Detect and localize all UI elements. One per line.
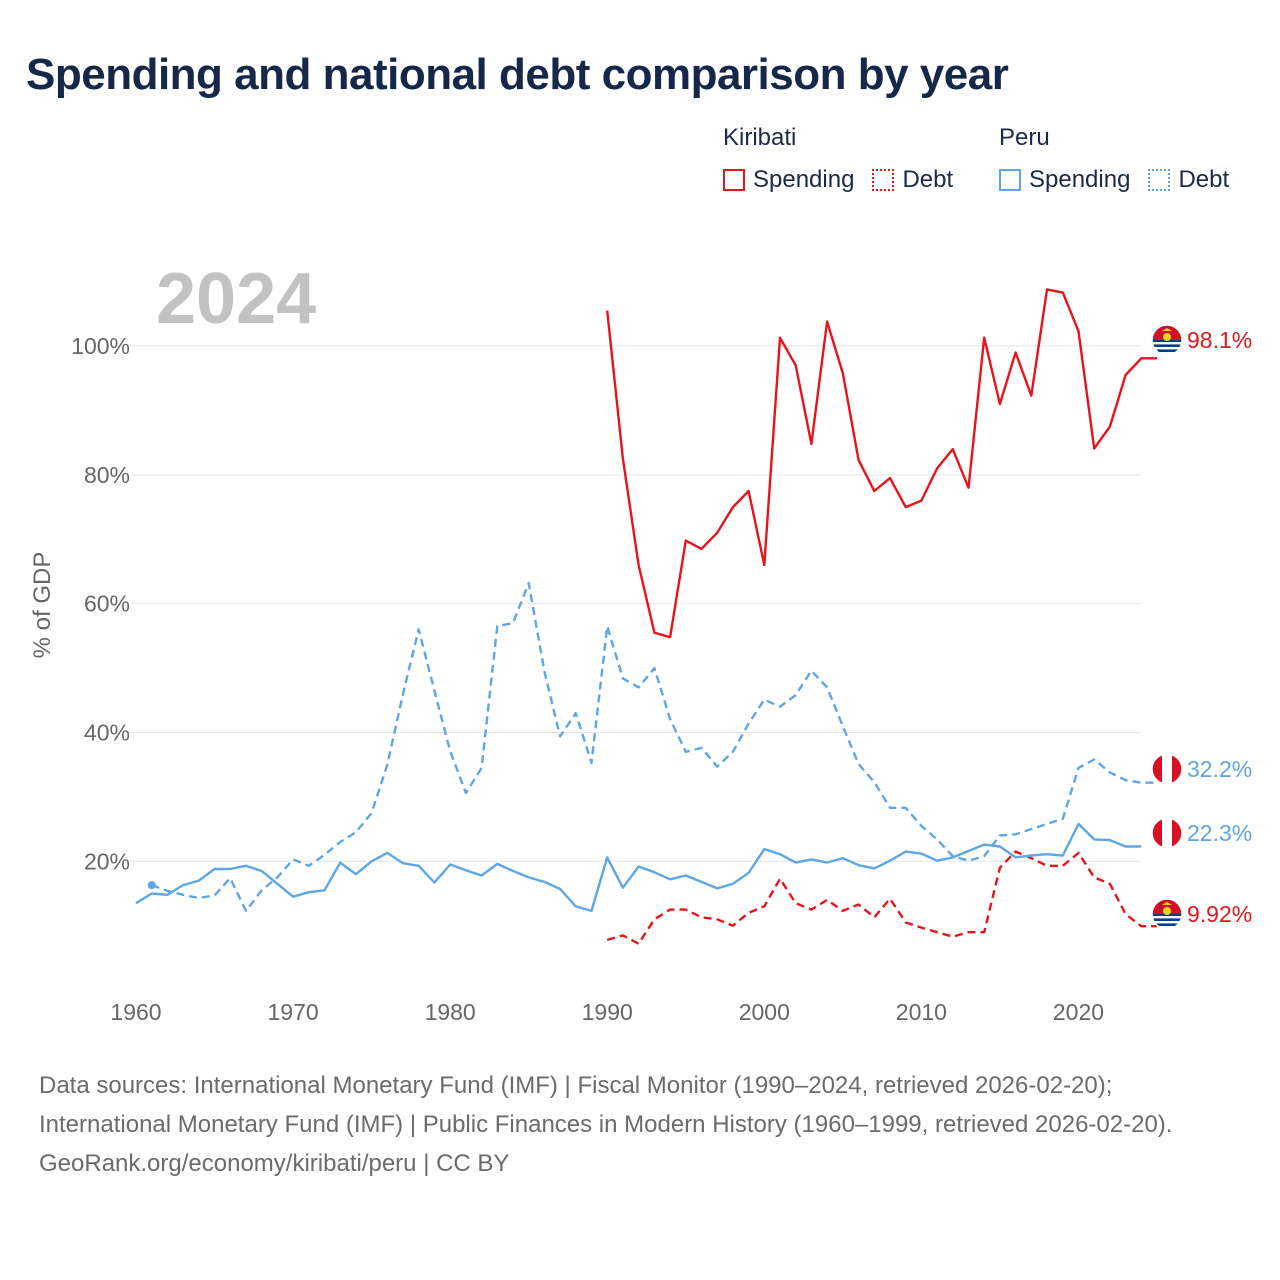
end-value-label: 9.92% <box>1187 901 1252 927</box>
x-tick-label: 1980 <box>425 999 476 1025</box>
kiribati-flag-icon <box>1151 324 1183 356</box>
legend-item-label: Debt <box>902 166 954 193</box>
grid-lines <box>130 345 1141 862</box>
legend-item-kiribati-spending[interactable]: Spending <box>723 166 854 194</box>
legend-country-label: Peru <box>999 124 1050 151</box>
legend-item-peru-spending[interactable]: Spending <box>999 166 1130 194</box>
chart-title: Spending and national debt comparison by… <box>26 50 1009 99</box>
series-lines <box>135 288 1157 945</box>
end-value-label: 32.2% <box>1187 756 1252 782</box>
x-tick-label: 1960 <box>110 999 161 1025</box>
end-value-label: 22.3% <box>1187 820 1252 846</box>
x-tick-label: 2000 <box>739 999 790 1025</box>
x-tick-label: 1990 <box>582 999 633 1025</box>
legend-group-kiribati: Kiribati Spending Debt <box>723 124 953 194</box>
y-tick-label: 100% <box>71 333 130 359</box>
peru-flag-icon <box>1151 817 1183 849</box>
attribution-link[interactable]: GeoRank.org/economy/kiribati/peru | CC B… <box>39 1150 510 1177</box>
kiribati-flag-icon <box>1151 898 1183 930</box>
x-axis-ticks: 1960 1970 1980 1990 2000 2010 2020 <box>110 999 1104 1025</box>
series-line-peru-spending[interactable] <box>135 822 1142 913</box>
x-tick-label: 2020 <box>1053 999 1104 1025</box>
year-watermark: 2024 <box>156 259 316 339</box>
end-labels: 98.1% 9.92% 22.3% 32.2% <box>1151 324 1252 930</box>
line-chart: 2024 % of GDP 20%40%60%80%100% 1960 1970 1… <box>29 259 1252 1025</box>
series-start-point <box>147 881 156 890</box>
legend-swatch-solid-icon <box>999 169 1021 191</box>
legend-swatch-dotted-icon <box>1148 169 1171 191</box>
legend-group-peru: Peru Spending Debt <box>999 124 1229 194</box>
y-axis-title: % of GDP <box>29 552 56 659</box>
legend-item-label: Spending <box>1029 166 1131 193</box>
x-tick-label: 2010 <box>896 999 947 1025</box>
y-tick-label: 40% <box>84 719 130 745</box>
peru-flag-icon <box>1151 753 1183 785</box>
legend-item-peru-debt[interactable]: Debt <box>1148 166 1229 194</box>
legend-swatch-solid-icon <box>723 169 745 191</box>
sources-text: Data sources: International Monetary Fun… <box>39 1072 1173 1138</box>
legend-item-kiribati-debt[interactable]: Debt <box>872 166 953 194</box>
legend-country-label: Kiribati <box>723 124 797 151</box>
end-value-label: 98.1% <box>1187 327 1252 353</box>
legend-item-label: Spending <box>753 166 855 193</box>
legend-swatch-dotted-icon <box>872 169 895 191</box>
y-tick-label: 60% <box>84 591 130 617</box>
series-line-kiribati-debt[interactable] <box>606 850 1157 945</box>
y-tick-label: 20% <box>84 848 130 874</box>
x-tick-label: 1970 <box>267 999 318 1025</box>
series-line-kiribati-spending[interactable] <box>606 288 1157 639</box>
data-sources: Data sources: International Monetary Fun… <box>39 1066 1249 1183</box>
y-tick-label: 80% <box>84 462 130 488</box>
legend-item-label: Debt <box>1178 166 1230 193</box>
series-line-peru-debt[interactable] <box>151 581 1157 913</box>
y-axis-ticks: 20% 40% 60% 80% 100% <box>71 333 130 874</box>
